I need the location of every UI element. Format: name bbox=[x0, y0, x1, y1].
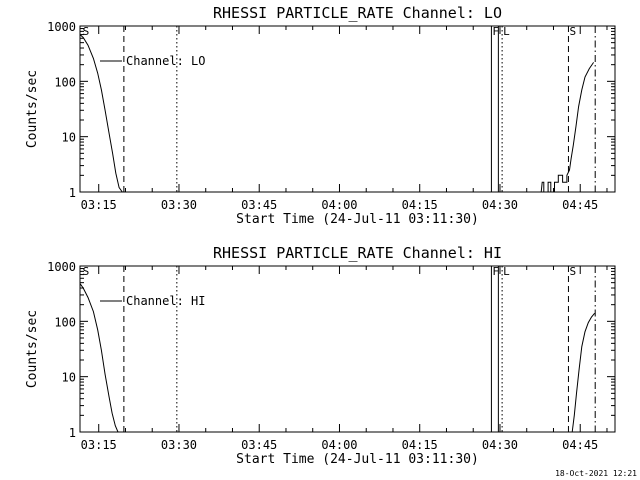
x-axis-label: Start Time (24-Jul-11 03:11:30) bbox=[236, 212, 479, 227]
y-tick-label: 100 bbox=[54, 315, 76, 329]
event-marker-label: L bbox=[503, 25, 510, 38]
series-line-segment bbox=[79, 34, 123, 193]
plot-frame bbox=[79, 25, 616, 193]
x-tick-label: 04:45 bbox=[562, 438, 598, 452]
x-tick-label: 03:15 bbox=[81, 438, 117, 452]
series-line-segment bbox=[540, 62, 595, 193]
y-tick-label: 1000 bbox=[47, 20, 76, 34]
x-tick-label: 03:30 bbox=[161, 198, 197, 212]
y-tick-label: 1 bbox=[69, 426, 76, 440]
event-marker-label: F bbox=[492, 265, 499, 278]
footer-timestamp: 18-Oct-2021 12:21 bbox=[555, 469, 637, 478]
x-tick-label: 03:30 bbox=[161, 438, 197, 452]
x-tick-label: 04:15 bbox=[402, 198, 438, 212]
x-tick-label: 04:30 bbox=[482, 198, 518, 212]
x-tick-label: 03:15 bbox=[81, 198, 117, 212]
chart-panel-hi: RHESSI PARTICLE_RATE Channel: HI 1 10 100 10… bbox=[25, 244, 616, 467]
event-marker-label: S bbox=[569, 265, 576, 278]
legend-label: Channel: LO bbox=[126, 54, 205, 68]
chart-title: RHESSI PARTICLE_RATE Channel: LO bbox=[213, 4, 502, 22]
series-line-segment bbox=[571, 312, 596, 433]
chart-title: RHESSI PARTICLE_RATE Channel: HI bbox=[213, 244, 502, 262]
y-tick-label: 10 bbox=[62, 131, 76, 145]
event-marker-label: S bbox=[83, 265, 90, 278]
x-tick-label: 04:00 bbox=[321, 198, 357, 212]
series-line-segment bbox=[79, 283, 119, 433]
x-tick-label: 04:15 bbox=[402, 438, 438, 452]
x-tick-label: 03:45 bbox=[241, 438, 277, 452]
x-axis-label: Start Time (24-Jul-11 03:11:30) bbox=[236, 452, 479, 467]
event-marker-label: S bbox=[83, 25, 90, 38]
event-marker-label: F bbox=[492, 25, 499, 38]
y-tick-label: 1 bbox=[69, 186, 76, 200]
y-tick-label: 1000 bbox=[47, 260, 76, 274]
event-marker-label: L bbox=[503, 265, 510, 278]
x-tick-label: 04:45 bbox=[562, 198, 598, 212]
x-tick-label: 04:30 bbox=[482, 438, 518, 452]
x-tick-label: 03:45 bbox=[241, 198, 277, 212]
plot-frame bbox=[79, 265, 616, 433]
y-axis-label: Counts/sec bbox=[25, 310, 40, 388]
y-axis-label: Counts/sec bbox=[25, 70, 40, 148]
legend-label: Channel: HI bbox=[126, 294, 205, 308]
y-tick-label: 100 bbox=[54, 75, 76, 89]
y-tick-label: 10 bbox=[62, 371, 76, 385]
x-tick-label: 04:00 bbox=[321, 438, 357, 452]
chart-panel-lo: RHESSI PARTICLE_RATE Channel: LO 1 10 100 10… bbox=[25, 4, 616, 227]
event-marker-label: S bbox=[569, 25, 576, 38]
